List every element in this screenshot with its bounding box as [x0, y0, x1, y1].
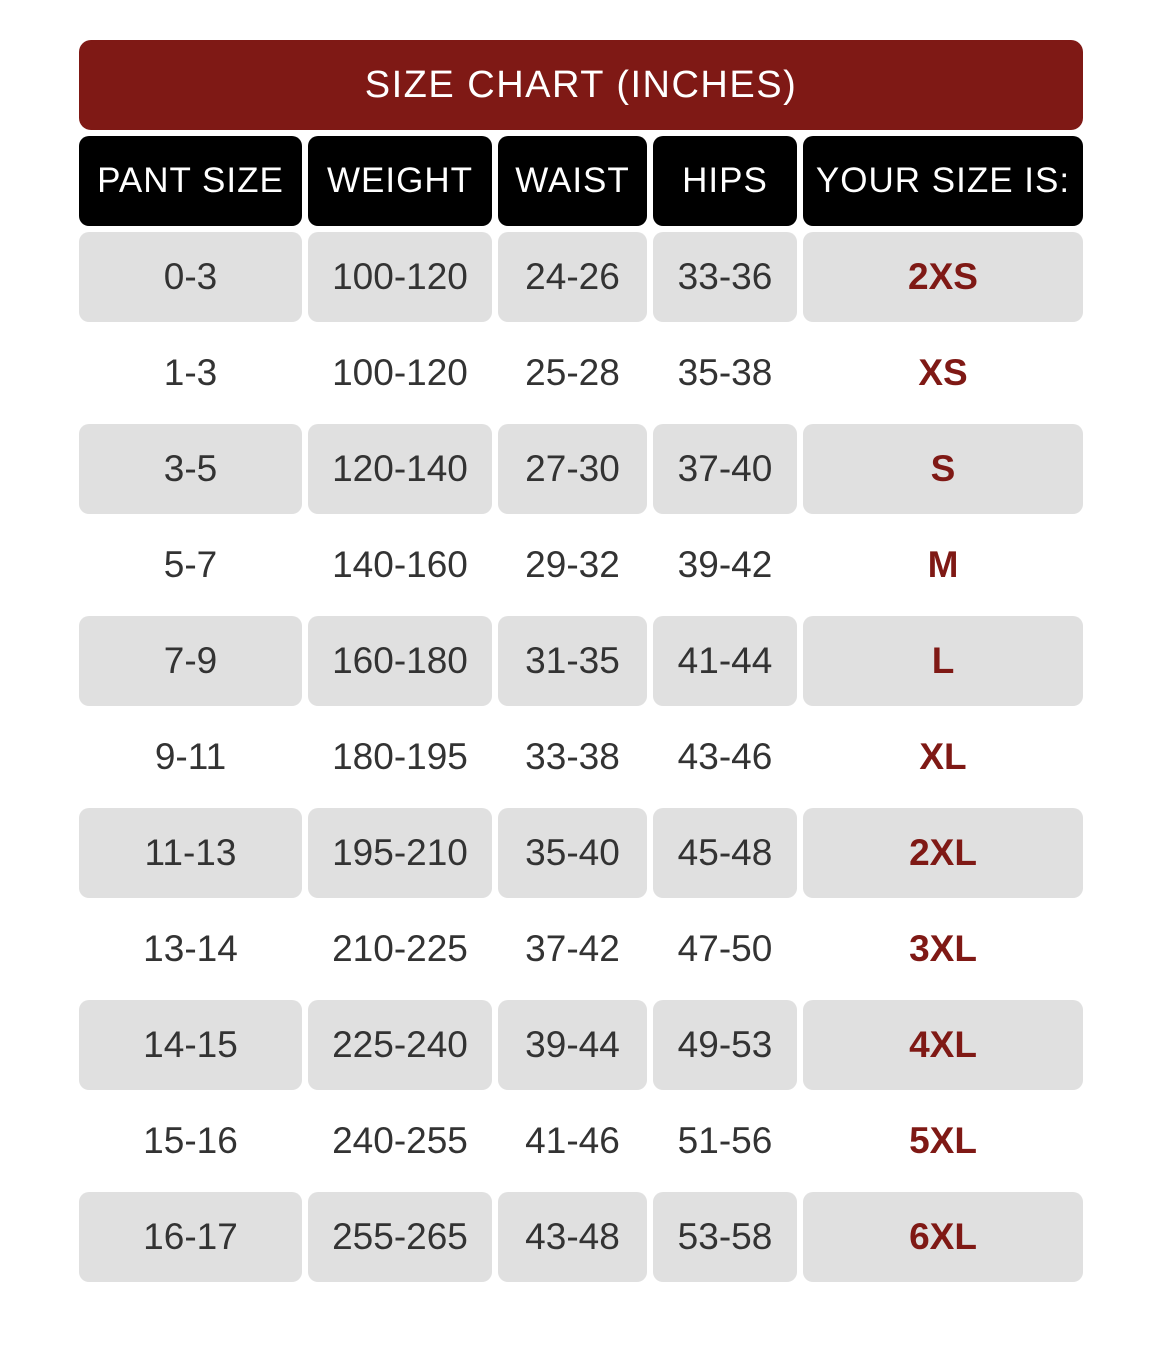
- cell-weight: 240-255: [332, 1120, 468, 1161]
- cell-waist: 29-32: [525, 544, 620, 585]
- cell-pant-size: 13-14: [143, 928, 238, 969]
- cell-hips: 51-56: [677, 1120, 773, 1161]
- cell-waist: 27-30: [498, 424, 647, 514]
- cell-weight: 180-195: [332, 736, 468, 777]
- table-row: 1-3 100-120 25-28 35-38 XS: [79, 328, 1083, 418]
- table-row: 0-3 100-120 24-26 33-36 2XS: [79, 232, 1083, 322]
- cell-pant-size: 11-13: [79, 808, 302, 898]
- cell-weight: 140-160: [332, 544, 468, 585]
- cell-waist: 25-28: [525, 352, 620, 393]
- cell-pant-size: 7-9: [79, 616, 302, 706]
- table-row: 9-11 180-195 33-38 43-46 XL: [79, 712, 1083, 802]
- cell-weight: 255-265: [308, 1192, 492, 1282]
- cell-hips: 33-36: [653, 232, 797, 322]
- cell-pant-size: 9-11: [154, 736, 227, 777]
- cell-pant-size: 3-5: [79, 424, 302, 514]
- chart-title: SIZE CHART (INCHES): [79, 40, 1083, 130]
- table-row: 13-14 210-225 37-42 47-50 3XL: [79, 904, 1083, 994]
- table-row: 11-13 195-210 35-40 45-48 2XL: [79, 808, 1083, 898]
- cell-pant-size: 16-17: [79, 1192, 302, 1282]
- cell-size: XS: [918, 352, 968, 393]
- table-row: 3-5 120-140 27-30 37-40 S: [79, 424, 1083, 514]
- cell-hips: 49-53: [653, 1000, 797, 1090]
- cell-size: M: [927, 544, 959, 585]
- table-row: 16-17 255-265 43-48 53-58 6XL: [79, 1192, 1083, 1282]
- cell-waist: 43-48: [498, 1192, 647, 1282]
- cell-weight: 160-180: [308, 616, 492, 706]
- table-row: 14-15 225-240 39-44 49-53 4XL: [79, 1000, 1083, 1090]
- header-row: PANT SIZE WEIGHT WAIST HIPS YOUR SIZE IS…: [79, 136, 1083, 226]
- cell-hips: 45-48: [653, 808, 797, 898]
- cell-size: 2XS: [803, 232, 1083, 322]
- cell-hips: 35-38: [677, 352, 773, 393]
- cell-waist: 41-46: [525, 1120, 620, 1161]
- cell-pant-size: 5-7: [163, 544, 218, 585]
- cell-waist: 37-42: [525, 928, 620, 969]
- cell-weight: 225-240: [308, 1000, 492, 1090]
- cell-waist: 31-35: [498, 616, 647, 706]
- cell-weight: 195-210: [308, 808, 492, 898]
- cell-waist: 35-40: [498, 808, 647, 898]
- header-pant-size: PANT SIZE: [79, 136, 302, 226]
- cell-size: 3XL: [909, 928, 977, 969]
- cell-hips: 37-40: [653, 424, 797, 514]
- cell-pant-size: 1-3: [163, 352, 218, 393]
- cell-size: 2XL: [803, 808, 1083, 898]
- table-row: 15-16 240-255 41-46 51-56 5XL: [79, 1096, 1083, 1186]
- cell-hips: 53-58: [653, 1192, 797, 1282]
- cell-size: XL: [919, 736, 967, 777]
- header-waist: WAIST: [498, 136, 647, 226]
- header-hips: HIPS: [653, 136, 797, 226]
- cell-hips: 47-50: [677, 928, 773, 969]
- table-row: 5-7 140-160 29-32 39-42 M: [79, 520, 1083, 610]
- cell-size: 4XL: [803, 1000, 1083, 1090]
- header-your-size: YOUR SIZE IS:: [803, 136, 1083, 226]
- cell-size: 5XL: [909, 1120, 977, 1161]
- cell-pant-size: 14-15: [79, 1000, 302, 1090]
- cell-waist: 39-44: [498, 1000, 647, 1090]
- cell-waist: 24-26: [498, 232, 647, 322]
- cell-hips: 43-46: [677, 736, 773, 777]
- cell-weight: 100-120: [308, 232, 492, 322]
- cell-size: L: [803, 616, 1083, 706]
- table-row: 7-9 160-180 31-35 41-44 L: [79, 616, 1083, 706]
- cell-weight: 120-140: [308, 424, 492, 514]
- cell-waist: 33-38: [525, 736, 620, 777]
- cell-hips: 41-44: [653, 616, 797, 706]
- cell-weight: 210-225: [332, 928, 468, 969]
- header-weight: WEIGHT: [308, 136, 492, 226]
- cell-hips: 39-42: [677, 544, 773, 585]
- cell-pant-size: 15-16: [143, 1120, 238, 1161]
- cell-weight: 100-120: [332, 352, 468, 393]
- cell-size: 6XL: [803, 1192, 1083, 1282]
- cell-pant-size: 0-3: [79, 232, 302, 322]
- cell-size: S: [803, 424, 1083, 514]
